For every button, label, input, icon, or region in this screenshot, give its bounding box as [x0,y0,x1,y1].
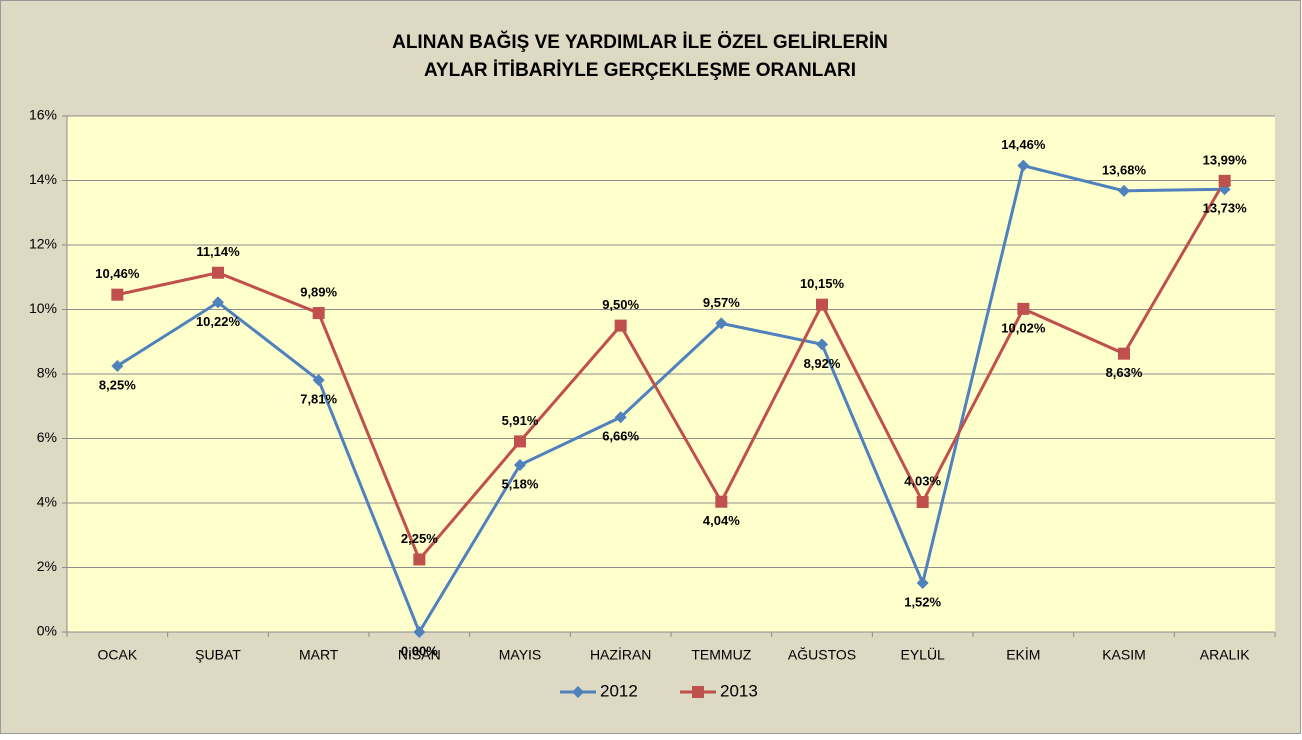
value-label: 9,57% [703,295,740,310]
marker [715,317,728,330]
value-label: 13,68% [1102,162,1147,177]
x-tick-label: ŞUBAT [195,647,241,663]
line [116,163,1225,636]
y-tick-label: 16% [29,107,57,123]
y-tick-label: 4% [37,494,57,510]
x-tick-label: MART [299,647,339,663]
y-tick-label: 2% [37,558,57,574]
value-label: 10,02% [1001,320,1046,335]
x-tick-label: ARALIK [1200,647,1250,663]
x-tick-label: HAZİRAN [590,646,651,663]
line [117,180,1226,563]
marker [212,266,224,279]
value-label: 11,14% [196,244,240,259]
value-label: 9,89% [300,284,337,299]
x-tick-label: KASIM [1102,647,1146,663]
x-tick-label: AĞUSTOS [788,647,856,663]
marker [1218,174,1231,187]
marker [614,411,627,424]
value-label: 10,15% [800,276,845,291]
marker [816,338,828,351]
value-label: 10,22% [196,314,241,329]
value-label: 1,52% [904,594,941,609]
chart-title: ALINAN BAĞIŞ VE YARDIMLAR İLE ÖZEL GELİR… [392,31,888,53]
y-tick-label: 0% [37,623,57,639]
value-label: 10,46% [95,266,140,281]
marker [572,686,584,698]
legend-label: 2012 [600,681,638,700]
marker [1017,159,1030,172]
value-label: 0,00% [401,643,438,658]
marker [312,307,325,320]
marker [212,296,224,309]
value-label: 7,81% [300,392,337,407]
value-label: 8,63% [1106,365,1143,380]
value-label: 8,92% [804,356,841,371]
marker [111,288,124,301]
value-label: 5,18% [502,476,539,491]
marker [413,553,426,566]
chart-title: AYLAR İTİBARİYLE GERÇEKLEŞME ORANLARI [424,60,856,81]
marker [1118,347,1130,360]
value-label: 13,99% [1203,152,1248,167]
value-label: 6,66% [602,429,639,444]
y-tick-label: 8% [37,365,57,381]
marker [1118,184,1130,197]
y-tick-label: 10% [29,300,57,316]
marker [715,495,728,508]
y-tick-label: 6% [37,429,57,445]
legend-label: 2013 [720,681,758,700]
x-tick-label: EKİM [1006,646,1040,663]
x-tick-label: EYLÜL [900,646,945,663]
value-label: 14,46% [1001,137,1046,152]
marker [916,496,929,509]
y-tick-label: 14% [29,171,57,187]
value-label: 2,25% [401,531,438,546]
value-label: 5,91% [502,413,539,428]
marker [514,458,526,471]
value-label: 9,50% [602,297,639,312]
marker [514,435,526,448]
marker [111,359,124,372]
marker [312,374,325,387]
x-tick-label: TEMMUZ [691,647,751,663]
marker [1017,302,1030,315]
value-label: 4,03% [904,473,941,488]
x-tick-label: OCAK [97,647,137,663]
marker [614,319,627,332]
marker [816,298,828,311]
marker [916,576,929,589]
x-tick-label: MAYIS [499,647,542,663]
marker [413,626,426,638]
value-label: 4,04% [703,513,740,528]
value-label: 13,73% [1203,201,1248,216]
y-tick-label: 12% [29,236,57,252]
x-tick-label: NİSAN [398,646,441,663]
marker [692,686,704,698]
value-label: 8,25% [99,377,136,392]
